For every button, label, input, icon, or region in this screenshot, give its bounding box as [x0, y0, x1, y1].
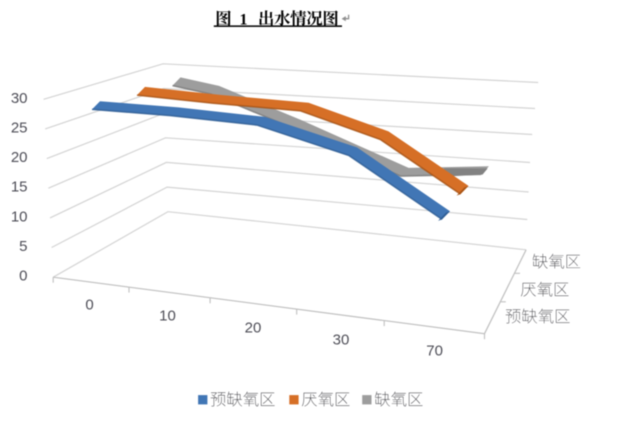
- svg-text:30: 30: [11, 90, 28, 107]
- svg-text:30: 30: [333, 332, 350, 349]
- svg-text:10: 10: [11, 208, 28, 225]
- svg-text:0: 0: [85, 297, 93, 314]
- svg-text:15: 15: [11, 179, 28, 196]
- svg-text:5: 5: [19, 238, 27, 255]
- svg-text:1: 1: [240, 11, 248, 28]
- svg-text:20: 20: [245, 320, 262, 337]
- svg-text:70: 70: [426, 342, 443, 359]
- svg-text:0: 0: [19, 268, 27, 285]
- svg-text:25: 25: [11, 119, 28, 136]
- svg-text:20: 20: [11, 149, 28, 166]
- svg-text:10: 10: [159, 308, 176, 325]
